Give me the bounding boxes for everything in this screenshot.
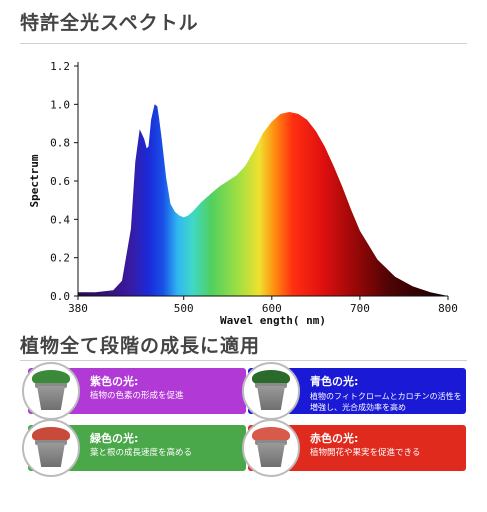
y-tick-label: 1.0 xyxy=(50,98,70,111)
x-tick-label: 600 xyxy=(262,302,282,315)
card-description: 葉と根の成長速度を高める xyxy=(90,448,193,458)
card-description: 植物の色素の形成を促進 xyxy=(90,391,184,401)
plant-pot-image xyxy=(242,419,300,477)
red-light-card: 赤色の光: 植物開花や果実を促進できる xyxy=(242,419,466,477)
divider xyxy=(20,43,467,44)
x-tick-label: 500 xyxy=(174,302,194,315)
spectrum-chart-svg: 0.0 0.2 0.4 0.6 0.8 1.0 1.2 380 500 600 700 800 Wave… xyxy=(28,60,458,327)
x-tick-label: 800 xyxy=(438,302,458,315)
y-tick-label: 0.4 xyxy=(50,213,70,226)
plant-pot-image xyxy=(22,419,80,477)
growth-section-title: 植物全て段階の成長に適用 xyxy=(20,335,261,357)
card-description: 植物開花や果実を促進できる xyxy=(310,448,421,458)
plot-area: 0.0 0.2 0.4 0.6 0.8 1.0 1.2 380 500 600 700 800 Wave… xyxy=(28,60,458,327)
purple-light-card: 紫色の光: 植物の色素の形成を促進 xyxy=(22,362,246,420)
divider xyxy=(20,360,467,361)
card-title: 緑色の光: xyxy=(90,432,139,445)
plant-pot-image xyxy=(22,362,80,420)
x-tick-label: 380 xyxy=(68,302,88,315)
card-title: 青色の光: xyxy=(310,375,359,388)
card-title: 赤色の光: xyxy=(310,432,359,445)
y-axis-label: Spectrum xyxy=(28,154,41,207)
y-tick-label: 0.6 xyxy=(50,175,70,188)
plant-pot-image xyxy=(242,362,300,420)
spectrum-section-title: 特許全光スペクトル xyxy=(20,12,199,34)
blue-light-card: 青色の光: 植物のフィトクロームとカロチンの活性を増強し、光合成効率を高め xyxy=(242,362,466,420)
card-description: 植物のフィトクロームとカロチンの活性を増強し、光合成効率を高め xyxy=(310,392,462,412)
spectrum-area xyxy=(78,104,448,296)
y-tick-label: 1.2 xyxy=(50,60,70,73)
x-tick-label: 700 xyxy=(350,302,370,315)
y-tick-label: 0.8 xyxy=(50,137,70,150)
y-tick-label: 0.0 xyxy=(50,290,70,303)
green-light-card: 緑色の光: 葉と根の成長速度を高める xyxy=(22,419,246,477)
y-tick-label: 0.2 xyxy=(50,252,70,265)
x-axis-label: Wavel ength( nm) xyxy=(220,314,326,327)
card-title: 紫色の光: xyxy=(90,375,139,388)
spectrum-chart: 0.0 0.2 0.4 0.6 0.8 1.0 1.2 380 500 600 700 800 Wave… xyxy=(0,48,487,328)
